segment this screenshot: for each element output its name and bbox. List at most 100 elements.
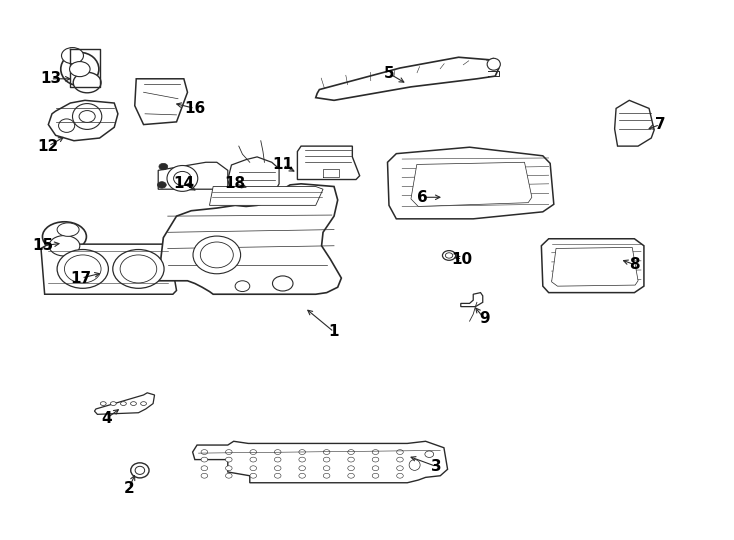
Ellipse shape <box>65 255 101 283</box>
Polygon shape <box>461 293 483 307</box>
Text: 17: 17 <box>70 271 92 286</box>
Ellipse shape <box>131 402 137 406</box>
Ellipse shape <box>200 242 233 268</box>
Ellipse shape <box>225 457 232 462</box>
Polygon shape <box>297 146 360 179</box>
Ellipse shape <box>158 181 167 188</box>
Ellipse shape <box>73 72 101 93</box>
Ellipse shape <box>272 276 293 291</box>
Ellipse shape <box>120 255 157 283</box>
Ellipse shape <box>299 466 305 471</box>
Text: 8: 8 <box>629 257 640 272</box>
Text: 3: 3 <box>432 459 442 474</box>
Ellipse shape <box>79 111 95 123</box>
Text: 18: 18 <box>225 177 246 191</box>
Ellipse shape <box>348 474 355 478</box>
Ellipse shape <box>409 460 420 470</box>
Ellipse shape <box>59 119 75 132</box>
Ellipse shape <box>201 457 208 462</box>
Ellipse shape <box>43 222 87 252</box>
Ellipse shape <box>57 223 79 237</box>
Polygon shape <box>228 157 279 194</box>
Ellipse shape <box>201 450 208 455</box>
Ellipse shape <box>120 402 126 406</box>
Text: 5: 5 <box>384 66 394 81</box>
Ellipse shape <box>487 58 501 70</box>
Ellipse shape <box>113 249 164 288</box>
Polygon shape <box>542 239 644 293</box>
Text: 9: 9 <box>479 311 490 326</box>
Text: 16: 16 <box>184 101 206 116</box>
Text: 15: 15 <box>32 238 54 253</box>
Polygon shape <box>388 147 554 219</box>
Text: 1: 1 <box>329 325 339 340</box>
Polygon shape <box>159 184 341 294</box>
Ellipse shape <box>57 249 109 288</box>
Text: 4: 4 <box>101 410 112 426</box>
Ellipse shape <box>348 466 355 471</box>
Ellipse shape <box>61 52 99 86</box>
Polygon shape <box>48 100 118 141</box>
Ellipse shape <box>70 62 90 77</box>
Polygon shape <box>209 186 323 205</box>
Polygon shape <box>135 79 187 125</box>
Ellipse shape <box>235 281 250 292</box>
Ellipse shape <box>225 474 232 478</box>
Ellipse shape <box>372 466 379 471</box>
Ellipse shape <box>167 165 197 191</box>
Ellipse shape <box>201 466 208 471</box>
Ellipse shape <box>446 253 453 258</box>
Ellipse shape <box>250 457 257 462</box>
Ellipse shape <box>225 466 232 471</box>
Polygon shape <box>159 163 228 189</box>
Ellipse shape <box>141 402 147 406</box>
Ellipse shape <box>425 451 434 457</box>
Polygon shape <box>41 244 176 294</box>
Ellipse shape <box>275 474 281 478</box>
Ellipse shape <box>135 467 145 475</box>
Ellipse shape <box>299 457 305 462</box>
Text: 10: 10 <box>451 252 473 267</box>
Ellipse shape <box>396 457 403 462</box>
Ellipse shape <box>299 474 305 478</box>
Ellipse shape <box>396 466 403 471</box>
Ellipse shape <box>323 474 330 478</box>
Ellipse shape <box>443 251 456 260</box>
Ellipse shape <box>372 474 379 478</box>
Ellipse shape <box>159 164 168 170</box>
Ellipse shape <box>323 457 330 462</box>
Ellipse shape <box>348 450 355 455</box>
Ellipse shape <box>275 466 281 471</box>
Ellipse shape <box>225 450 232 455</box>
Polygon shape <box>192 441 448 483</box>
Ellipse shape <box>193 236 241 274</box>
Ellipse shape <box>110 402 116 406</box>
Ellipse shape <box>250 474 257 478</box>
Polygon shape <box>614 100 654 146</box>
Ellipse shape <box>396 450 403 455</box>
Text: 6: 6 <box>417 190 427 205</box>
Ellipse shape <box>348 457 355 462</box>
Text: 14: 14 <box>173 177 195 191</box>
Ellipse shape <box>62 48 84 64</box>
Ellipse shape <box>131 463 149 478</box>
Text: 11: 11 <box>272 158 294 172</box>
Ellipse shape <box>201 474 208 478</box>
Ellipse shape <box>173 171 191 185</box>
Ellipse shape <box>299 450 305 455</box>
Ellipse shape <box>372 457 379 462</box>
Ellipse shape <box>323 450 330 455</box>
Text: 7: 7 <box>655 117 665 132</box>
Ellipse shape <box>396 474 403 478</box>
Text: 2: 2 <box>123 481 134 496</box>
Polygon shape <box>95 393 155 414</box>
Ellipse shape <box>323 466 330 471</box>
Polygon shape <box>552 247 638 286</box>
Polygon shape <box>411 163 532 206</box>
Ellipse shape <box>250 450 257 455</box>
Text: 12: 12 <box>37 139 59 153</box>
Ellipse shape <box>372 450 379 455</box>
Text: 13: 13 <box>40 71 61 86</box>
Polygon shape <box>316 57 499 100</box>
Ellipse shape <box>275 450 281 455</box>
